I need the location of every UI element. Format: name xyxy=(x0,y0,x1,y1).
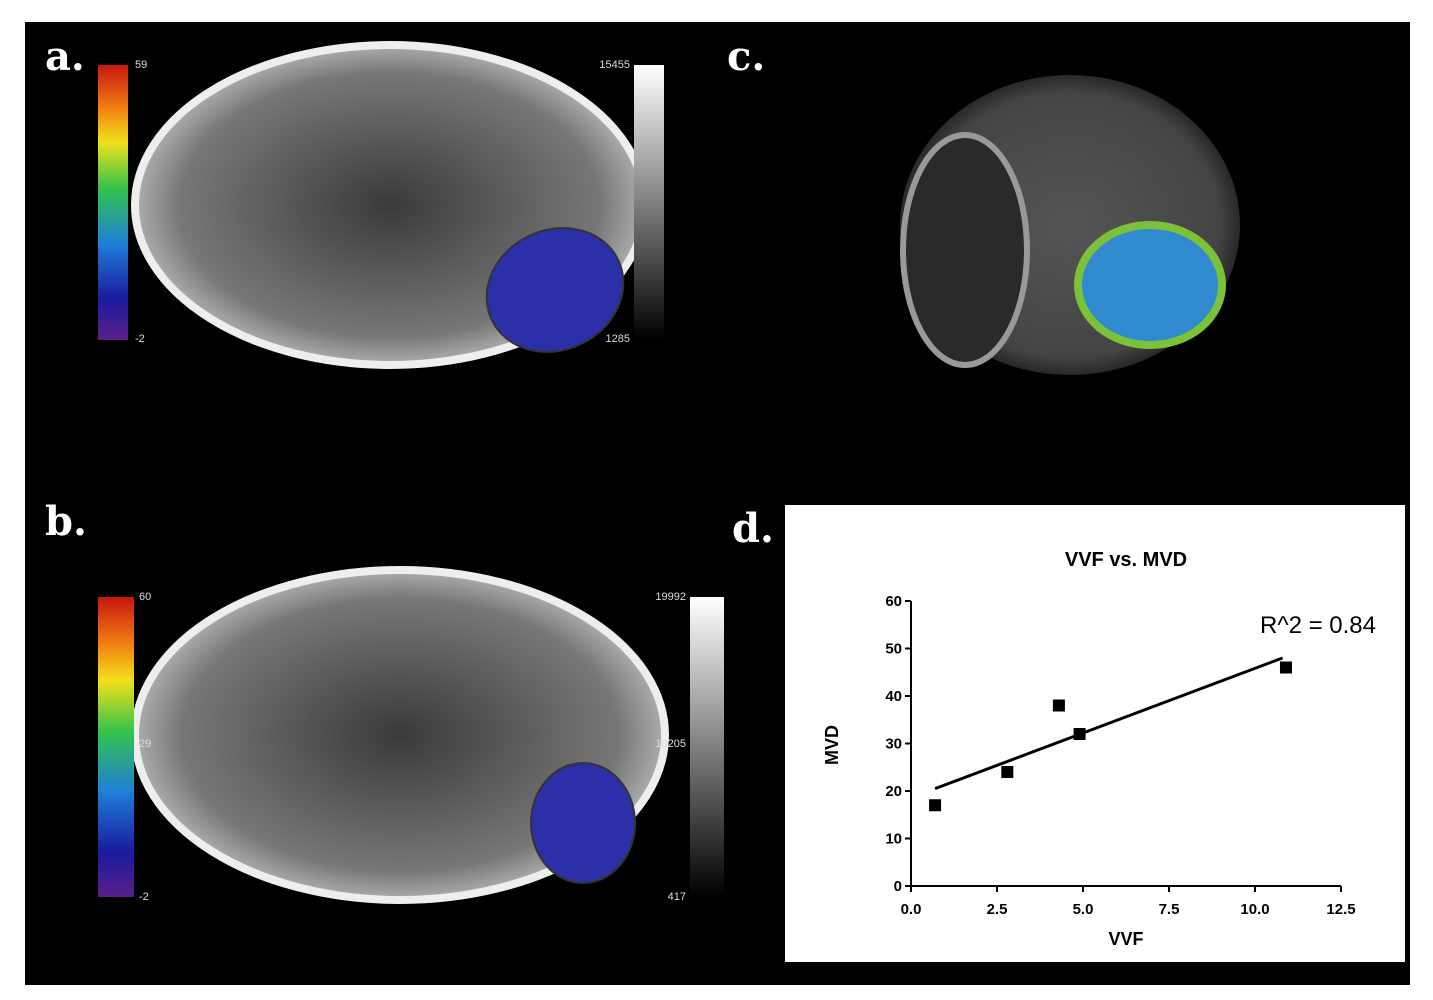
color-bar-label: -2 xyxy=(135,333,145,345)
gray-bar-label: 19992 xyxy=(655,591,686,603)
point xyxy=(1052,699,1065,712)
color-bar xyxy=(98,65,128,340)
x-tick-label: 5.0 xyxy=(1073,901,1094,918)
y-tick-label: 0 xyxy=(894,878,902,895)
x-tick-label: 12.5 xyxy=(1326,901,1355,918)
y-tick-label: 60 xyxy=(885,593,902,610)
annotation: R^2 = 0.84 xyxy=(1260,612,1376,639)
color-bar-label: 59 xyxy=(135,59,147,71)
y-tick-label: 30 xyxy=(885,736,902,753)
y-axis-label: MVD xyxy=(822,725,842,765)
tumor-overlay xyxy=(1074,221,1226,349)
x-tick-label: 10.0 xyxy=(1240,901,1269,918)
color-bar xyxy=(98,597,134,897)
y-tick-label: 50 xyxy=(885,641,902,658)
panel-label: b. xyxy=(45,498,87,545)
gray-bar-label: 1285 xyxy=(606,333,630,345)
point xyxy=(1073,728,1086,740)
point xyxy=(1279,661,1292,674)
plot-background xyxy=(785,505,1405,962)
scatter-plot: VVF vs. MVD VVF MVD R^2 = 0.84 0.0 2.5 5.0… xyxy=(822,549,1376,949)
x-tick-label: 0.0 xyxy=(901,901,922,918)
gray-bar xyxy=(634,65,664,340)
gray-bar-label: 417 xyxy=(668,891,686,903)
panel-label: d. xyxy=(732,505,774,552)
panel-label: a. xyxy=(45,33,85,80)
x-tick-label: 7.5 xyxy=(1159,901,1180,918)
tumor-overlay xyxy=(485,227,625,353)
point xyxy=(929,799,942,812)
trend-line xyxy=(934,656,1284,791)
y-tick-label: 10 xyxy=(885,831,902,848)
x-tick-label: 2.5 xyxy=(987,901,1008,918)
render-ring xyxy=(900,132,1030,368)
point xyxy=(1001,766,1014,778)
panel-label: c. xyxy=(727,33,765,80)
gray-bar-label: 15455 xyxy=(599,59,630,71)
chart-title: VVF vs. MVD xyxy=(1065,549,1187,571)
gray-bar xyxy=(690,597,724,897)
color-bar-label: 60 xyxy=(139,591,151,603)
x-axis-label: VVF xyxy=(1108,929,1143,949)
color-bar-label: 29 xyxy=(139,738,151,750)
y-tick-label: 20 xyxy=(885,783,902,800)
gray-bar-label: 10205 xyxy=(655,738,686,750)
tumor-overlay xyxy=(530,762,636,884)
y-tick-label: 40 xyxy=(885,688,902,705)
color-bar-label: -2 xyxy=(139,891,149,903)
